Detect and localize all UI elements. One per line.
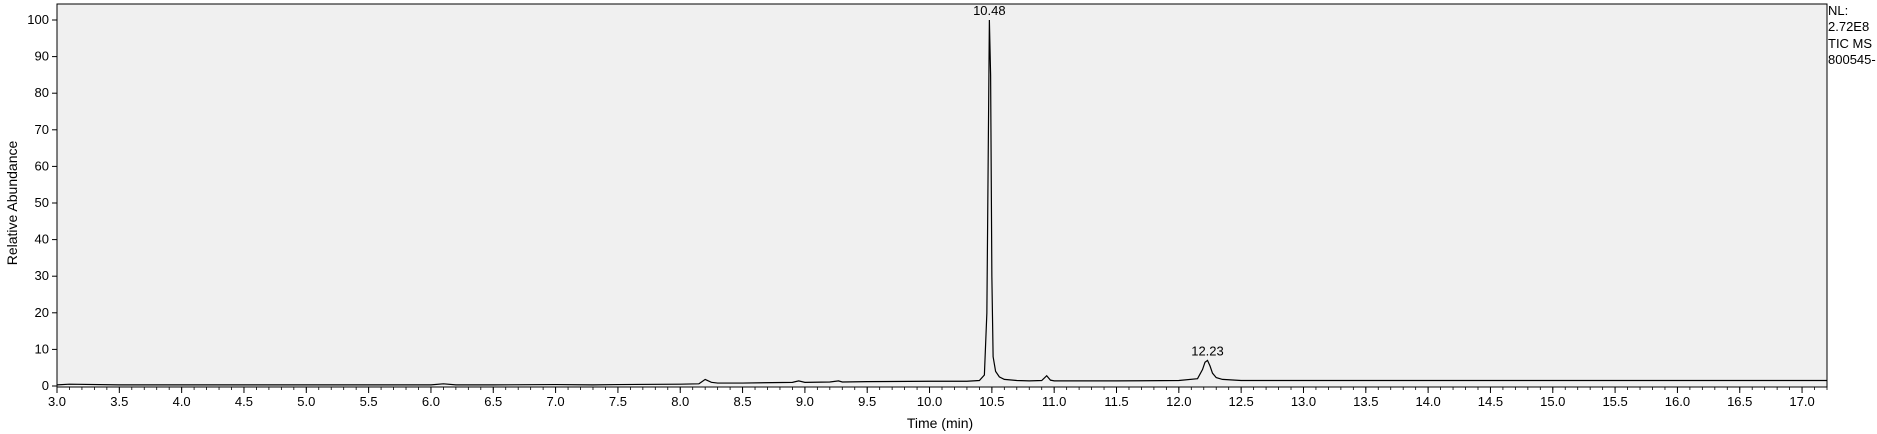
x-tick-label: 16.5 [1727,394,1752,409]
x-tick-label: 5.5 [360,394,378,409]
tic-trace [56,19,1827,386]
x-tick-label: 16.0 [1665,394,1690,409]
x-tick-label: 13.5 [1353,394,1378,409]
y-tick-label: 50 [35,195,49,210]
plot-area [56,3,1828,388]
x-tick-label: 5.0 [297,394,315,409]
x-tick-label: 6.0 [422,394,440,409]
x-tick-label: 7.0 [547,394,565,409]
x-tick-label: 14.0 [1415,394,1440,409]
x-axis-ticks: 3.0 3.5 4.0 4.5 5.0 5.5 6.0 6.5 7.0 7.5 8.0 8.5 9.0 9… [48,387,1828,409]
y-axis-title: Relative Abundance [4,141,20,266]
x-tick-label: 9.0 [796,394,814,409]
x-tick-label: 11.5 [1104,394,1128,409]
peak-label: 10.48 [973,3,1006,18]
x-tick-label: 4.5 [235,394,253,409]
x-tick-label: 10.0 [917,394,942,409]
x-tick-label: 8.0 [671,394,689,409]
info-line-scale: 2.72E8 [1828,19,1869,34]
x-tick-label: 9.5 [858,394,876,409]
y-tick-label: 80 [35,85,49,100]
x-tick-label: 10.5 [979,394,1004,409]
info-line-nl: NL: [1828,3,1848,18]
x-tick-label: 4.0 [173,394,191,409]
x-tick-label: 17.0 [1789,394,1814,409]
x-tick-label: 14.5 [1478,394,1503,409]
y-tick-label: 0 [42,378,49,393]
peak-labels: 10.48 12.23 [973,3,1224,358]
y-tick-label: 10 [35,341,49,356]
x-tick-label: 15.5 [1602,394,1627,409]
info-line-file: 800545- [1828,52,1876,67]
info-panel: NL: 2.72E8 TIC MS 800545- [1828,3,1876,67]
y-tick-label: 100 [27,12,49,27]
y-tick-label: 40 [35,232,49,247]
y-tick-label: 90 [35,49,49,64]
y-tick-label: 20 [35,305,49,320]
x-tick-label: 12.5 [1228,394,1253,409]
x-tick-label: 3.0 [48,394,66,409]
y-tick-label: 70 [35,122,49,137]
peak-label: 12.23 [1191,343,1224,358]
info-line-scan: TIC MS [1828,36,1872,51]
x-tick-label: 3.5 [110,394,128,409]
x-tick-label: 8.5 [734,394,752,409]
x-tick-label: 12.0 [1166,394,1191,409]
x-axis-title: Time (min) [907,415,973,431]
x-tick-label: 15.0 [1540,394,1565,409]
x-tick-label: 7.5 [609,394,627,409]
y-tick-label: 30 [35,268,49,283]
x-tick-label: 6.5 [484,394,502,409]
y-axis-ticks: 0 10 20 30 40 50 60 70 80 90 100 [27,12,57,393]
x-tick-label: 11.0 [1042,394,1066,409]
y-tick-label: 60 [35,158,49,173]
x-tick-label: 13.0 [1291,394,1316,409]
